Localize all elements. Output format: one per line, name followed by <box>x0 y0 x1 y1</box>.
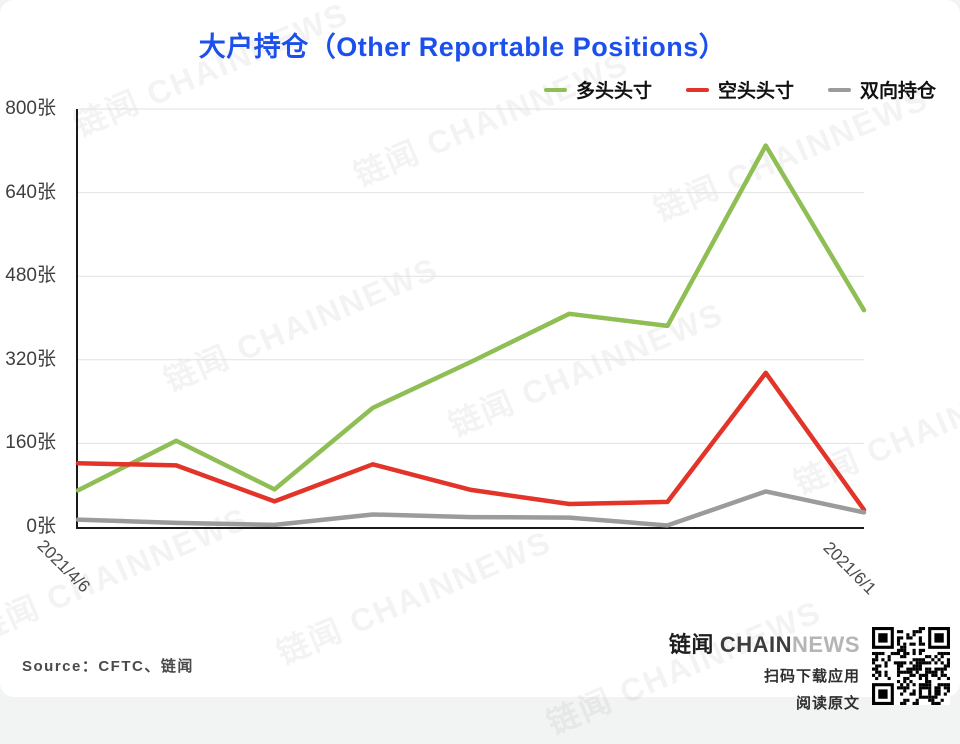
series-line-1[interactable] <box>75 370 867 513</box>
y-tick-label: 640张 <box>5 182 56 203</box>
y-tick-label: 480张 <box>5 265 56 286</box>
chart-title: 大户持仓（Other Reportable Positions） <box>198 32 727 62</box>
logo-cn-text: 链闻 <box>668 632 714 657</box>
source-text: Source：CFTC、链闻 <box>22 658 194 675</box>
logo-chain-text: CHAIN <box>719 632 792 657</box>
y-tick-label: 160张 <box>5 432 56 453</box>
legend-item-long[interactable]: 多头头寸 <box>543 76 652 103</box>
legend-label-long: 多头头寸 <box>575 81 652 102</box>
chainnews-logo: 链闻 CHAINNEWS <box>669 627 860 659</box>
legend-label-short: 空头头寸 <box>717 81 794 102</box>
y-tick-label: 320张 <box>5 349 56 370</box>
logo-news-text: NEWS <box>792 632 860 657</box>
branding-line2: 阅读原文 <box>795 695 860 712</box>
qr-code <box>872 627 950 705</box>
legend-item-short[interactable]: 空头头寸 <box>685 76 794 103</box>
branding-block: 链闻 CHAINNEWS 扫码下载应用 阅读原文 <box>669 627 860 713</box>
legend: 多头头寸 空头头寸 双向持仓 <box>543 76 936 103</box>
legend-swatch-both <box>827 87 851 92</box>
legend-item-both[interactable]: 双向持仓 <box>827 76 936 103</box>
y-tick-label: 800张 <box>5 98 56 119</box>
plot-area: 800张 640张 480张 320张 160张 0张 2021/4/6 202… <box>5 98 880 598</box>
legend-swatch-short <box>685 87 709 92</box>
series-line-0[interactable] <box>75 143 867 493</box>
legend-swatch-long <box>543 87 567 92</box>
branding-line1: 扫码下载应用 <box>763 668 860 685</box>
legend-label-both: 双向持仓 <box>859 81 936 102</box>
y-tick-label: 0张 <box>26 516 56 537</box>
series-line-2[interactable] <box>75 489 867 528</box>
line-chart <box>75 108 867 529</box>
